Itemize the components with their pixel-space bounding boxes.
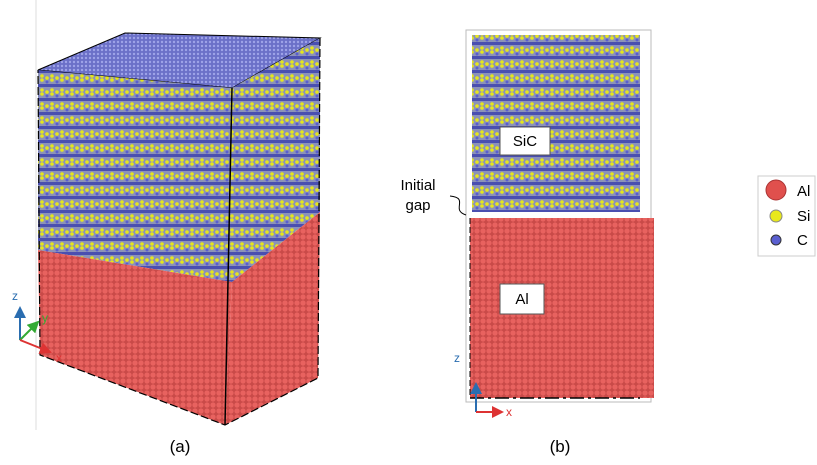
axis-label: y	[42, 311, 48, 325]
figure: z y x (a) SiC Al Initial gap z x (b) Al …	[0, 0, 817, 465]
panel-b: SiC Al Initial gap z x (b)	[400, 30, 654, 456]
annotation: gap	[405, 197, 430, 214]
legend: Al Si C	[758, 176, 815, 256]
legend-label: Al	[797, 183, 810, 200]
sic-region	[472, 35, 640, 212]
al-region	[470, 218, 654, 398]
legend-label: C	[797, 232, 808, 249]
axis-label: x	[506, 405, 512, 419]
legend-label: Si	[797, 208, 810, 225]
caption: (a)	[170, 437, 191, 456]
caption: (b)	[550, 437, 571, 456]
region-label: Al	[515, 291, 528, 308]
region-label: SiC	[513, 133, 537, 150]
axis-label: z	[454, 351, 460, 365]
axis-label: x	[56, 351, 62, 365]
axis-label: z	[12, 289, 18, 303]
panel-a: z y x (a)	[12, 0, 320, 456]
sic-left	[38, 70, 232, 282]
annotation: Initial	[400, 177, 435, 194]
